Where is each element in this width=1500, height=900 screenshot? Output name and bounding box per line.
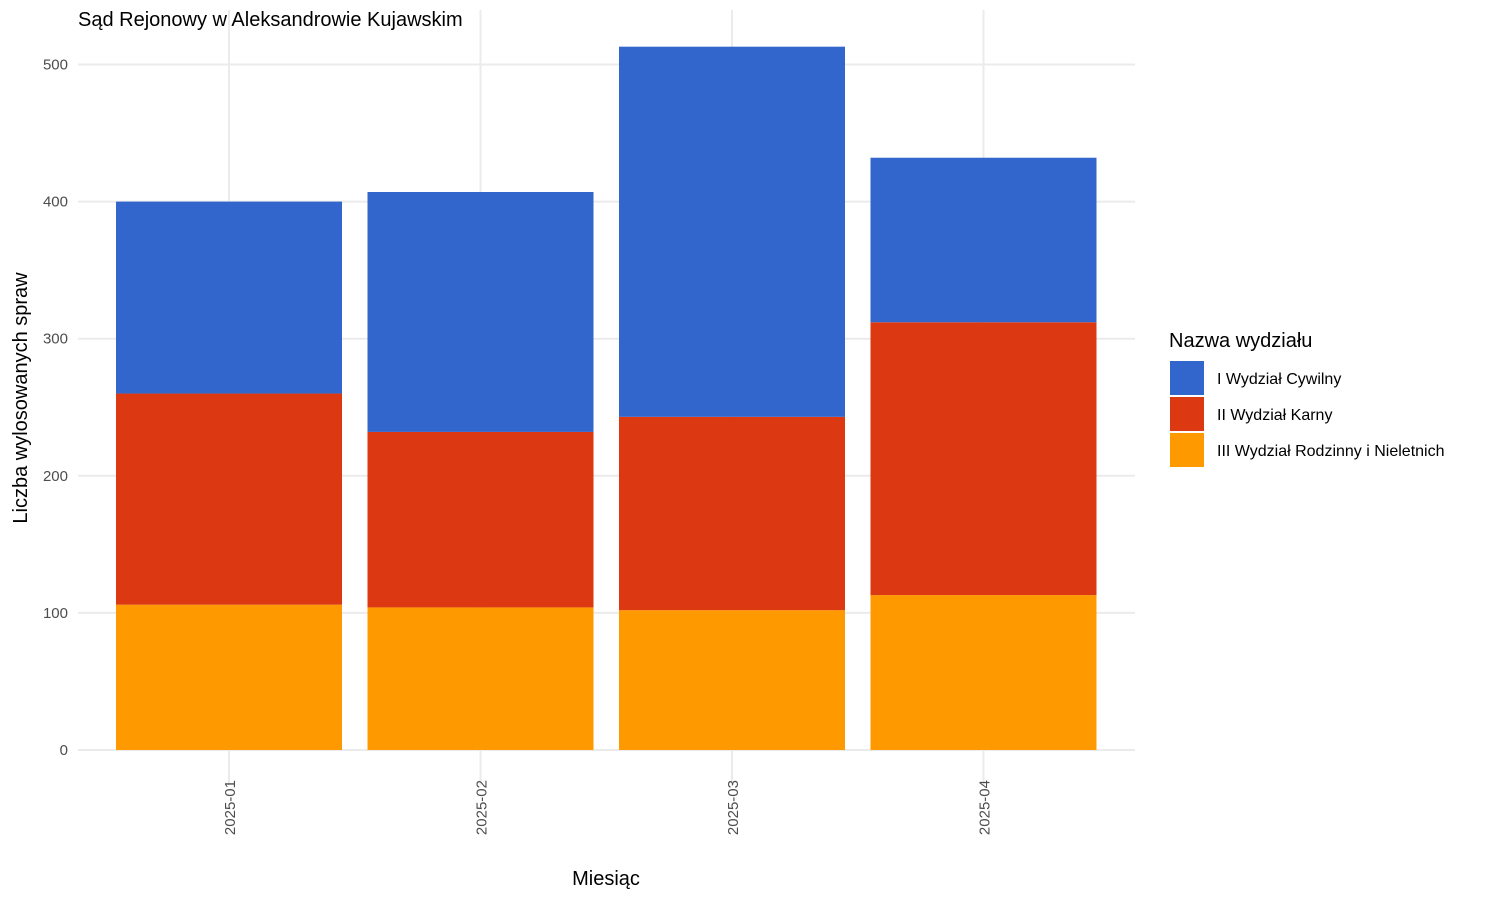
bar-segment [367,607,594,750]
y-tick-label: 500 [43,57,68,74]
bar-segment [619,46,845,417]
bar-segment [367,431,594,608]
bar-segment [116,393,342,605]
y-axis-ticks: 0 100 200 300 400 500 [43,57,68,760]
y-tick-label: 200 [43,468,68,485]
bar-segment [116,201,342,394]
x-tick-label: 2025-03 [725,780,742,835]
x-axis-title: Miesiąc [572,868,640,890]
legend-swatch [1170,433,1204,467]
x-tick-label: 2025-01 [222,780,239,835]
bar-segment [870,157,1097,323]
legend-label: II Wydział Karny [1217,407,1332,424]
bar-segment [116,604,342,750]
bar-segment [619,610,845,750]
x-tick-label: 2025-02 [474,780,491,835]
bar-segment [367,192,594,432]
legend: Nazwa wydziału I Wydział Cywilny II Wydzi… [1169,330,1445,467]
bars [116,46,1097,750]
y-tick-label: 300 [43,331,68,348]
chart-title: Sąd Rejonowy w Aleksandrowie Kujawskim [78,9,463,31]
legend-items: I Wydział Cywilny II Wydział Karny III Wyd… [1170,361,1445,467]
y-tick-label: 100 [43,605,68,622]
bar-segment [870,322,1097,596]
legend-label: I Wydział Cywilny [1217,371,1341,388]
bar-segment [870,595,1097,750]
legend-title: Nazwa wydziału [1169,330,1312,352]
legend-swatch [1170,361,1204,395]
y-tick-label: 400 [43,194,68,211]
legend-label: III Wydział Rodzinny i Nieletnich [1217,443,1445,460]
x-axis-ticks: 2025-01 2025-02 2025-03 2025-04 [222,780,994,835]
y-axis-title: Liczba wylosowanych spraw [10,272,32,524]
legend-swatch [1170,397,1204,431]
y-tick-label: 0 [60,742,68,759]
x-tick-label: 2025-04 [977,780,994,835]
bar-segment [619,416,845,611]
